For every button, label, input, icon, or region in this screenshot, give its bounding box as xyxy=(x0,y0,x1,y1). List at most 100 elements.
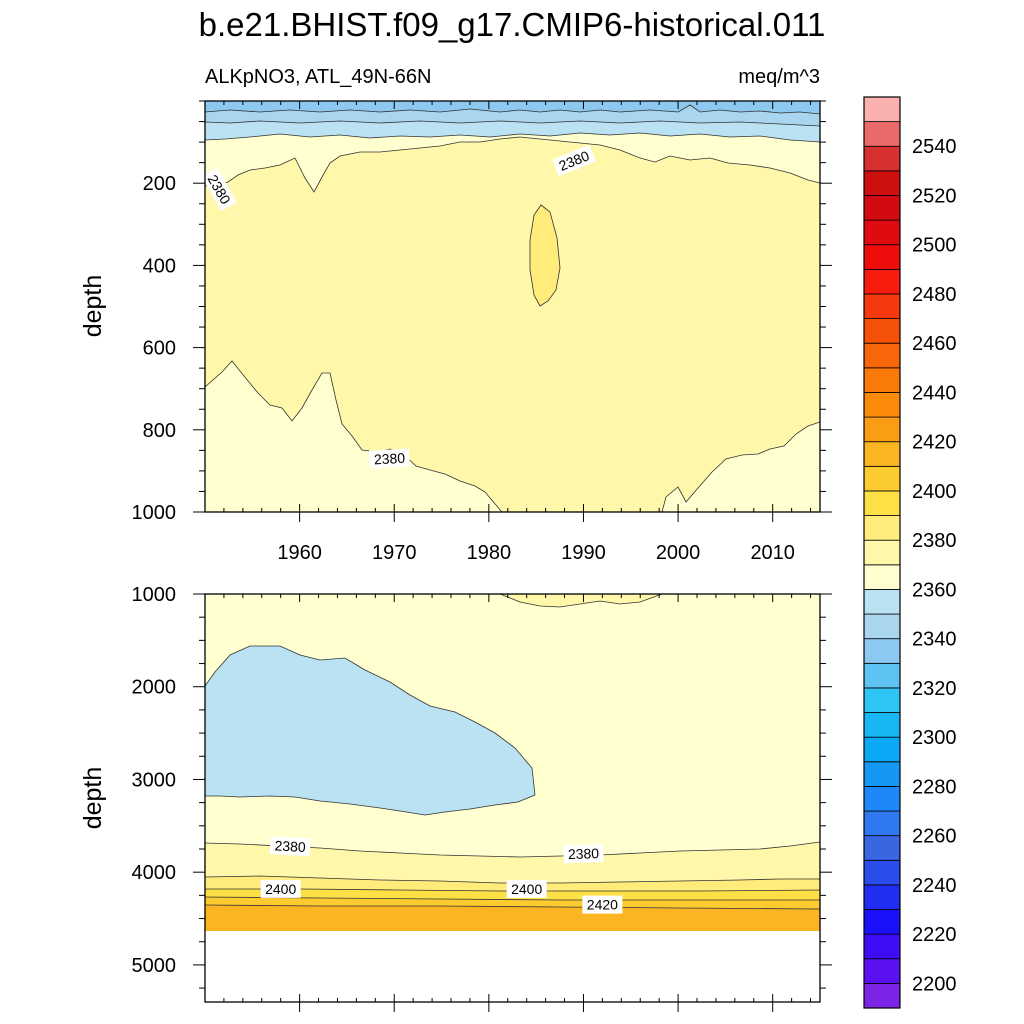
colorbar-tick-label: 2300 xyxy=(912,727,957,749)
colorbar-swatch xyxy=(863,96,901,123)
lower-contour-line-4 xyxy=(204,904,821,910)
colorbar-tick-label: 2240 xyxy=(912,875,957,897)
chart-title: b.e21.BHIST.f09_g17.CMIP6-historical.011 xyxy=(199,6,826,43)
colorbar-swatch xyxy=(863,195,901,221)
contour-label-text: 2400 xyxy=(265,881,296,897)
colorbar-swatch xyxy=(863,687,901,713)
colorbar-tick-label: 2220 xyxy=(912,924,957,946)
contour-label: 2380 xyxy=(369,448,410,469)
y-tick-label: 3000 xyxy=(132,769,177,791)
lower-y-axis-label: depth xyxy=(79,767,107,830)
lower-panel: 2380 2380 2400 2400 2420 1000 2000 3000 4000 500… xyxy=(79,584,832,1012)
contour-label: 2380 xyxy=(563,843,604,864)
colorbar-swatch xyxy=(863,909,901,935)
y-tick-label: 400 xyxy=(143,255,176,277)
colorbar-swatch xyxy=(863,293,901,319)
colorbar-swatch xyxy=(863,564,901,590)
colorbar-swatch xyxy=(863,515,901,541)
y-tick-label: 800 xyxy=(143,420,176,442)
colorbar-swatch xyxy=(863,465,901,492)
colorbar-swatch xyxy=(863,367,901,393)
colorbar-tick-label: 2440 xyxy=(912,382,957,404)
colorbar-tick-label: 2260 xyxy=(912,826,957,848)
upper-contour-line-surface-0 xyxy=(204,132,821,143)
contour-label-box xyxy=(563,843,604,864)
colorbar-swatch xyxy=(863,416,901,443)
colorbar-tick-label: 2280 xyxy=(912,776,957,798)
colorbar-swatch xyxy=(863,638,901,664)
colorbar-tick-label: 2480 xyxy=(912,284,957,306)
colorbar-swatch xyxy=(863,441,901,467)
colorbar-tick-label: 2360 xyxy=(912,579,957,601)
x-tick-label: 2000 xyxy=(656,542,701,564)
colorbar-tick-label: 2420 xyxy=(912,432,957,454)
x-tick-label: 2010 xyxy=(750,542,795,564)
colorbar-swatch xyxy=(863,145,901,172)
colorbar-tick-label: 2400 xyxy=(912,481,957,503)
upper-contour-line-2380-deep-left xyxy=(204,360,503,513)
colorbar-tick-label: 2520 xyxy=(912,185,957,207)
upper-contour-line-surface-1 xyxy=(204,120,821,127)
contour-label-box xyxy=(201,167,237,212)
lower-contour-fill xyxy=(204,593,820,1002)
colorbar-swatch xyxy=(863,933,901,960)
colorbar-swatch xyxy=(863,268,901,295)
units-label: meq/m^3 xyxy=(738,66,820,88)
upper-fill-2340-2350 xyxy=(205,101,820,114)
contour-label-box xyxy=(582,895,623,914)
upper-contour-line-2380-deep-right xyxy=(661,421,821,513)
contour-label-box xyxy=(260,879,301,898)
colorbar-swatch xyxy=(863,490,901,516)
y-tick-label: 200 xyxy=(143,173,176,195)
upper-fill-2390-2400-blob xyxy=(529,204,561,307)
colorbar-tick-label: 2540 xyxy=(912,136,957,158)
upper-axes: 1960 1970 1980 1990 2000 2010 200 400 600 800 1000 xyxy=(132,100,832,564)
lower-fill-2420-2430 xyxy=(205,905,820,931)
contour-label-text: 2380 xyxy=(568,845,600,862)
colorbar-swatch xyxy=(863,810,901,837)
colorbar-swatch xyxy=(863,244,901,270)
colorbar-swatch xyxy=(863,318,901,344)
colorbar-swatch xyxy=(863,712,901,738)
contour-label-box xyxy=(506,879,547,898)
upper-fill-deep-right-2370-2380 xyxy=(662,422,820,512)
x-tick-label: 1980 xyxy=(467,542,512,564)
colorbar-swatch xyxy=(863,736,901,763)
upper-y-axis-label: depth xyxy=(79,275,107,338)
colorbar-tick-label: 2460 xyxy=(912,333,957,355)
contour-label: 2380 xyxy=(269,836,311,857)
y-tick-label: 1000 xyxy=(132,584,177,606)
upper-contour-line-2380-shallow xyxy=(204,136,821,193)
colorbar-swatch xyxy=(863,121,901,147)
colorbar-swatch xyxy=(863,761,901,787)
colorbar-swatch xyxy=(863,342,901,369)
colorbar-swatch xyxy=(863,884,901,910)
colorbar-tick-label: 2340 xyxy=(912,629,957,651)
contour-label-text: 2380 xyxy=(374,450,406,468)
y-tick-label: 1000 xyxy=(132,502,177,524)
contour-label-text: 2400 xyxy=(511,881,542,897)
lower-contour-lines xyxy=(204,841,821,910)
colorbar-tick-label: 2320 xyxy=(912,678,957,700)
x-tick-label: 1970 xyxy=(372,542,417,564)
colorbar-swatch xyxy=(863,662,901,689)
upper-fill-deep-2370-2380 xyxy=(205,361,502,512)
colorbar-tick-label: 2500 xyxy=(912,235,957,257)
colorbar-swatch xyxy=(863,392,901,418)
variable-label: ALKpNO3, ATL_49N-66N xyxy=(205,66,431,88)
colorbar-swatch xyxy=(863,613,901,640)
colorbar-swatch xyxy=(863,219,901,246)
contour-label: 2420 xyxy=(582,895,623,914)
colorbar-swatch xyxy=(863,982,901,1009)
colorbar-frame xyxy=(863,96,901,1009)
colorbar-swatch xyxy=(863,786,901,812)
contour-label: 2400 xyxy=(260,879,301,898)
x-tick-label: 1960 xyxy=(277,542,322,564)
colorbar-tick-label: 2200 xyxy=(912,973,957,995)
lower-plot-frame xyxy=(204,593,821,1003)
colorbar-swatch xyxy=(863,539,901,566)
contour-label-box xyxy=(269,836,311,857)
colorbar: 2200 2220 2240 2260 2280 2300 2320 2340 2360 2380… xyxy=(863,96,957,1009)
